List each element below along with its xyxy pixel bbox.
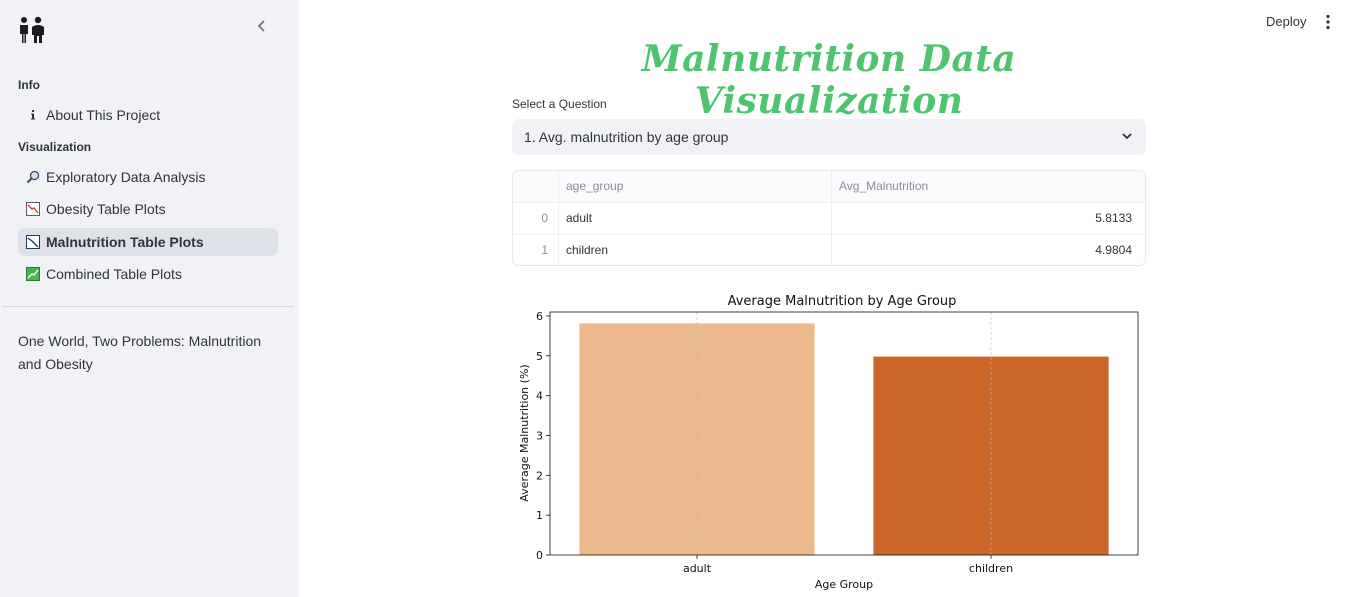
question-select[interactable]: 1. Avg. malnutrition by age group xyxy=(512,119,1146,155)
sidebar-item-label: Obesity Table Plots xyxy=(46,201,166,217)
sidebar-item-label: Combined Table Plots xyxy=(46,266,182,282)
y-tick-label-0: 0 xyxy=(536,549,543,562)
table-header-age-group[interactable]: age_group xyxy=(559,171,832,202)
chevron-down-icon xyxy=(1122,133,1132,140)
table-cell-age-group[interactable]: children xyxy=(559,235,832,265)
sidebar-item-label: Malnutrition Table Plots xyxy=(46,234,204,250)
table-cell-value[interactable]: 4.9804 xyxy=(1095,243,1132,257)
people-logo-icon xyxy=(18,16,48,44)
chevron-left-icon xyxy=(257,20,265,32)
y-tick-label-1: 1 xyxy=(536,509,543,522)
table-row: 0 adult 5.8133 xyxy=(513,203,1145,235)
table-cell-index: 1 xyxy=(513,235,559,265)
section-label-info: Info xyxy=(18,78,40,92)
sidebar-divider xyxy=(2,306,294,307)
chart-y-axis-label: Average Malnutrition (%) xyxy=(518,364,531,501)
section-label-visualization: Visualization xyxy=(18,140,92,154)
y-tick-label-3: 3 xyxy=(536,429,543,442)
sidebar-item-combined[interactable]: Combined Table Plots xyxy=(18,260,278,288)
data-table[interactable]: age_group Avg_Malnutrition 0 adult 5.813… xyxy=(512,170,1146,266)
sidebar-item-about[interactable]: About This Project xyxy=(18,101,278,129)
y-tick-label-6: 6 xyxy=(536,310,543,323)
kebab-menu-icon xyxy=(1326,14,1330,30)
x-tick-label-adult: adult xyxy=(683,562,712,575)
x-tick-label-children: children xyxy=(969,562,1013,575)
table-cell-index: 0 xyxy=(513,203,559,234)
malnutrition-bar-chart: Average Malnutrition by Age Group adult c… xyxy=(518,294,1139,591)
sidebar-item-eda[interactable]: Exploratory Data Analysis xyxy=(18,163,278,191)
y-tick-label-4: 4 xyxy=(536,390,543,403)
sidebar-item-obesity[interactable]: Obesity Table Plots xyxy=(18,195,278,223)
sidebar-note: One World, Two Problems: Malnutrition an… xyxy=(18,333,262,372)
collapse-sidebar-button[interactable] xyxy=(252,16,272,36)
main-menu-button[interactable] xyxy=(1318,12,1338,32)
table-header-avg-malnutrition[interactable]: Avg_Malnutrition xyxy=(839,179,929,193)
table-cell-age-group[interactable]: adult xyxy=(559,203,832,234)
table-header-row: age_group Avg_Malnutrition xyxy=(513,171,1145,203)
plot-area: adult children 0 1 2 3 4 5 6 xyxy=(536,310,1139,575)
chart-x-axis-label: Age Group xyxy=(815,578,873,591)
table-header-index xyxy=(513,171,559,202)
chart-line-icon xyxy=(26,235,40,249)
plot-frame xyxy=(549,311,1139,556)
sidebar: Info About This Project Visualization Ex… xyxy=(0,0,299,597)
deploy-button[interactable]: Deploy xyxy=(1266,14,1307,29)
select-value: 1. Avg. malnutrition by age group xyxy=(524,129,729,145)
sidebar-item-label: About This Project xyxy=(46,107,161,123)
chart-title: Average Malnutrition by Age Group xyxy=(728,294,957,309)
chart-up-icon xyxy=(26,267,40,281)
table-cell-value[interactable]: 5.8133 xyxy=(1095,211,1132,225)
sidebar-item-label: Exploratory Data Analysis xyxy=(46,169,206,185)
chart-down-icon xyxy=(26,202,40,216)
info-icon xyxy=(26,108,40,122)
page-title: Malnutrition Data Visualization xyxy=(641,38,1017,122)
table-row: 1 children 4.9804 xyxy=(513,235,1145,265)
y-tick-label-5: 5 xyxy=(536,350,543,363)
select-label: Select a Question xyxy=(512,97,607,111)
bar-children xyxy=(873,356,1109,555)
y-tick-label-2: 2 xyxy=(536,469,543,482)
magnifier-icon xyxy=(26,170,40,184)
sidebar-item-malnutrition[interactable]: Malnutrition Table Plots xyxy=(18,228,278,256)
